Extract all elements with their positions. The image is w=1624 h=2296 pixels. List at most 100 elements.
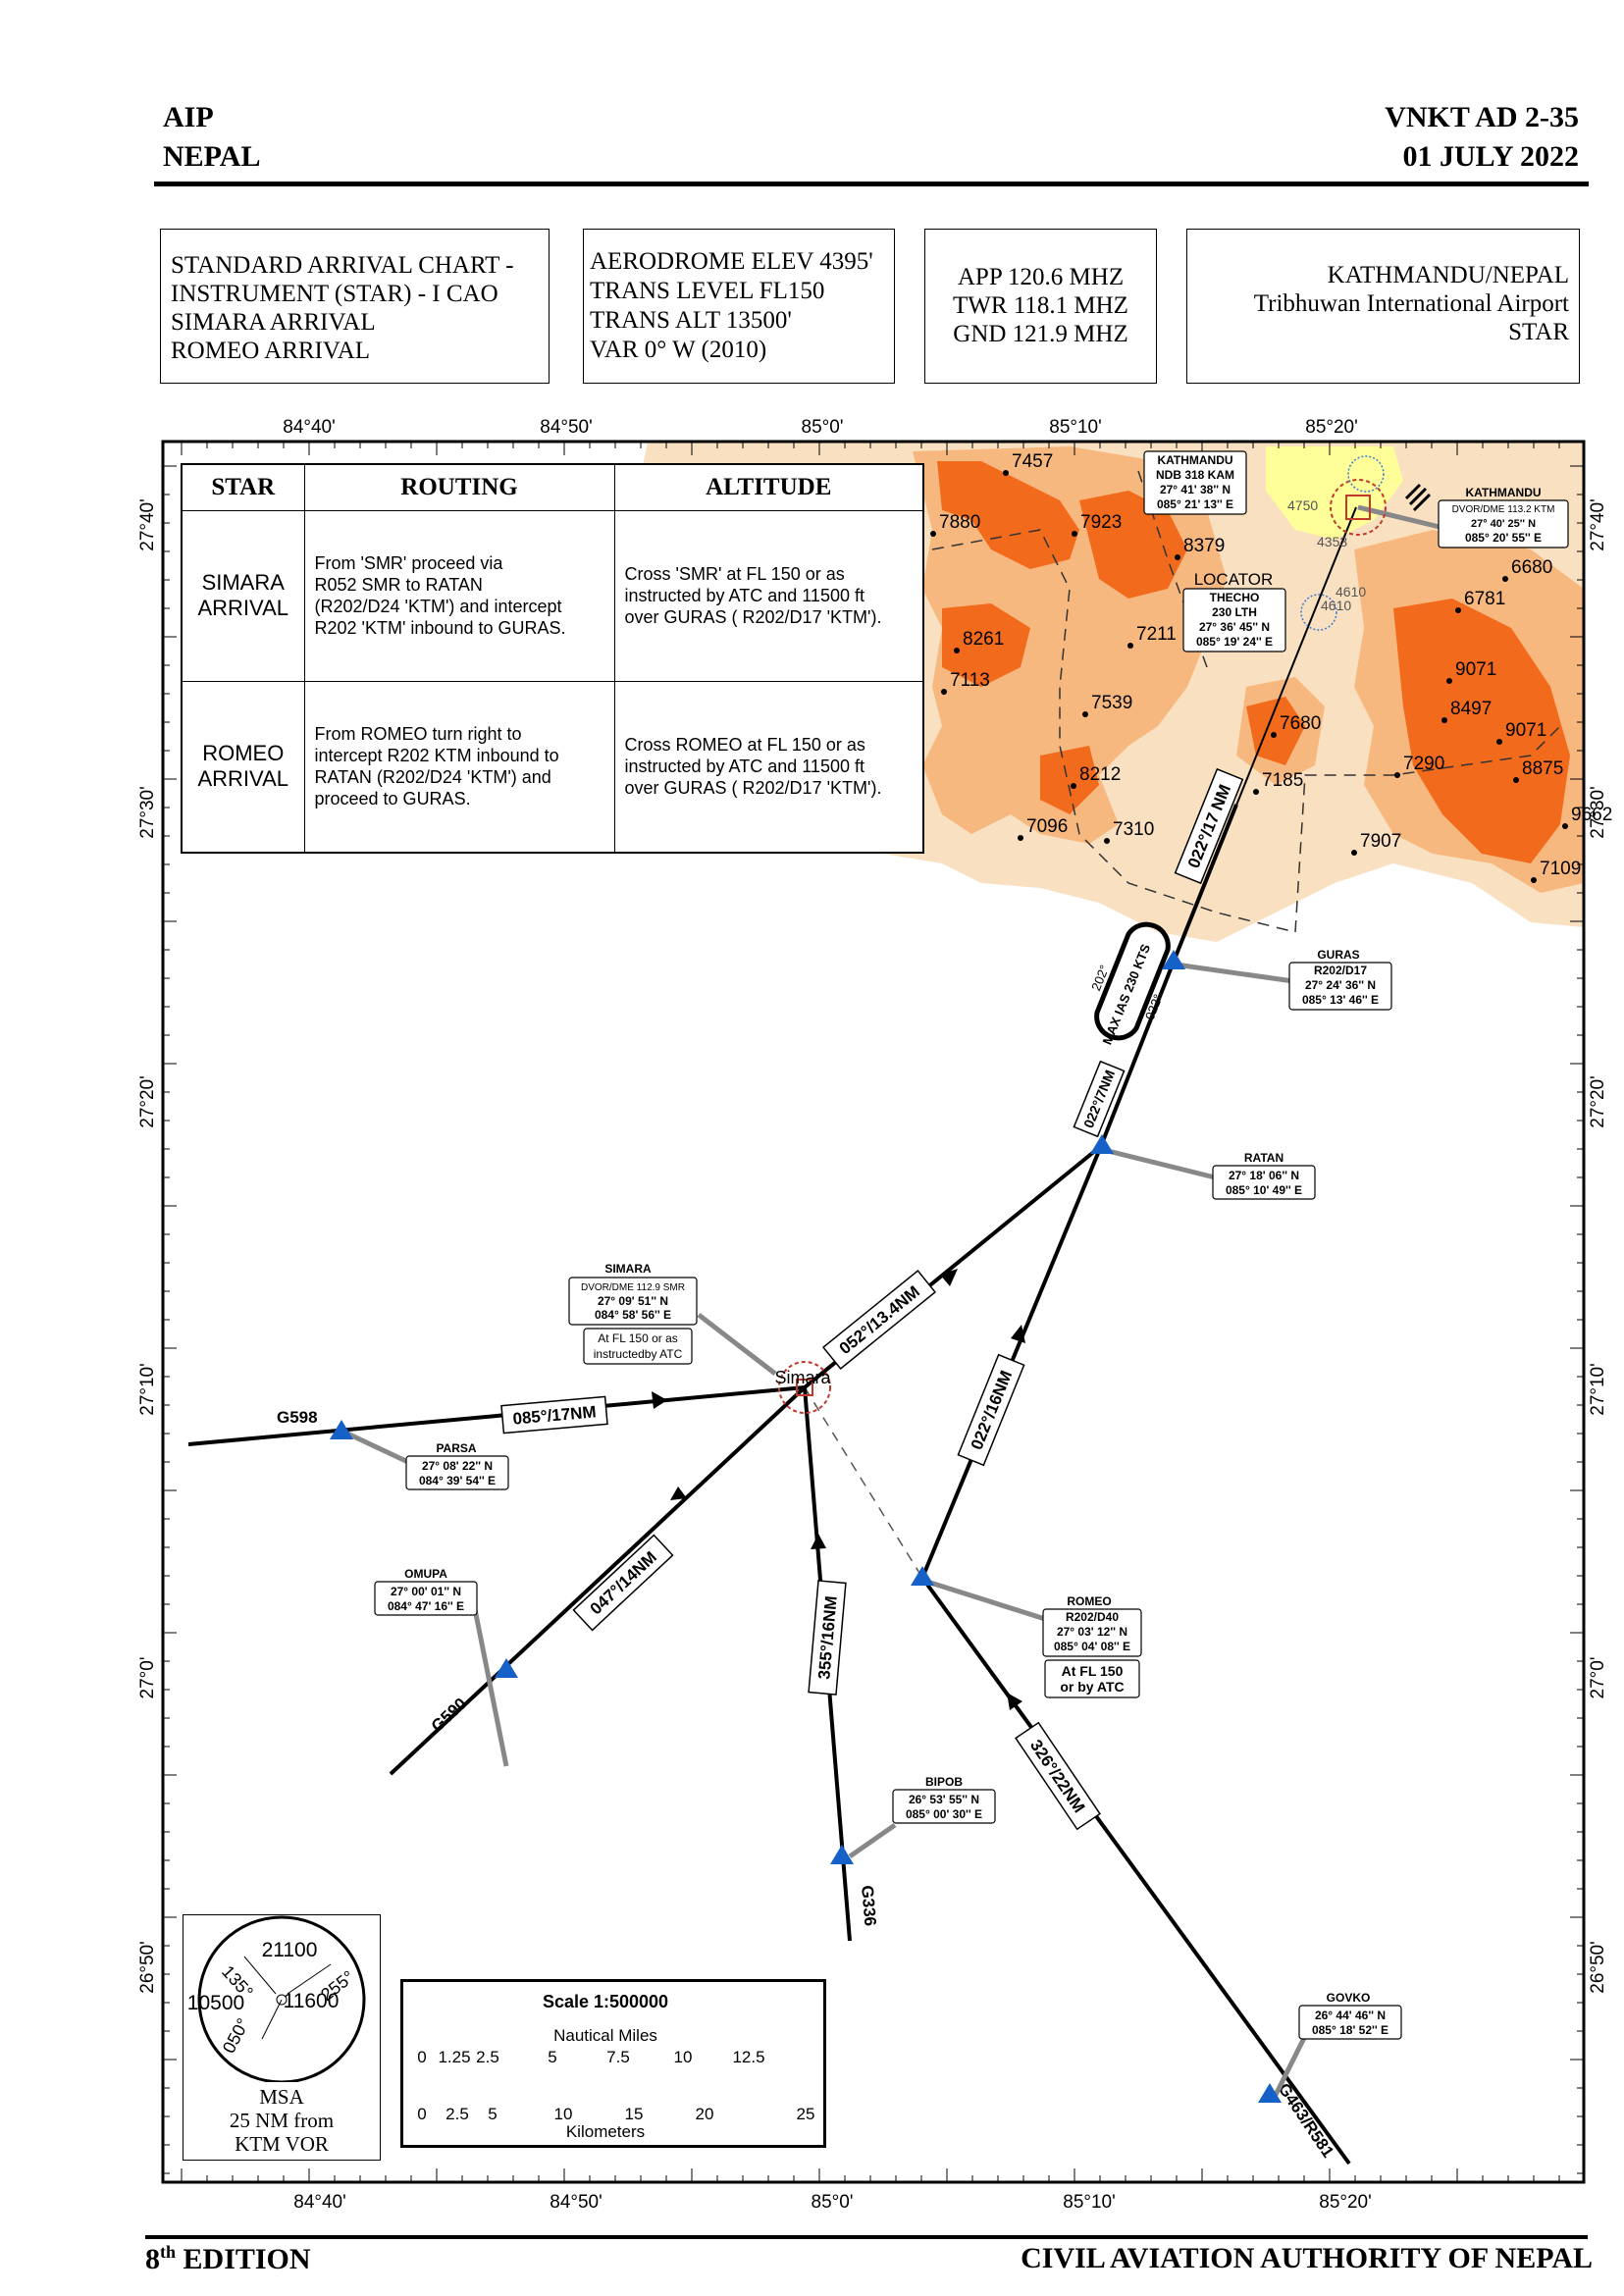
ndb-marker-icon xyxy=(1300,455,1385,631)
frequency-line: TWR 118.1 MHZ xyxy=(953,292,1128,319)
romeo-callout: ROMEO R202/D40 27° 03' 12'' N 085° 04' 0… xyxy=(1042,1594,1142,1698)
terrain-high xyxy=(937,461,1079,569)
parsa-callout: PARSA 27° 08' 22'' N 084° 39' 54'' E xyxy=(405,1441,509,1490)
routing-line: From ROMEO turn right to xyxy=(314,724,522,745)
chart-title-line: SIMARA ARRIVAL xyxy=(171,309,376,336)
header-aip: AIP xyxy=(163,101,214,133)
lon-label: 85°0' xyxy=(802,417,844,438)
spot-elevation-label: 4750 xyxy=(1287,497,1318,513)
spot-elevation-label: 7113 xyxy=(950,670,990,691)
callout-line: 084° 47' 16'' E xyxy=(388,1599,464,1613)
star-name: ARRIVAL xyxy=(197,766,288,792)
spot-elevation-label: 7923 xyxy=(1080,512,1122,533)
spot-elevation-dot xyxy=(1253,789,1259,795)
simara-romeo-dashed xyxy=(804,1386,923,1579)
nm-tick: 12.5 xyxy=(732,2048,764,2066)
callout-title: SIMARA xyxy=(604,1262,652,1276)
table-header-row: STAR ROUTING ALTITUDE xyxy=(181,463,924,511)
scale-box: Scale 1:500000 Nautical Miles 0 1.25 2.5… xyxy=(400,1979,826,2148)
msa-sector-left: 10500 xyxy=(187,1992,244,2014)
frequency-line: GND 121.9 MHZ xyxy=(953,321,1128,347)
locator-title: LOCATOR xyxy=(1194,570,1274,589)
col-header-routing: ROUTING xyxy=(303,463,615,511)
ratan-waypoint-icon[interactable] xyxy=(1090,1134,1114,1154)
lat-label: 27°20' xyxy=(137,1075,158,1128)
spot-elevation-label: 7457 xyxy=(1012,451,1053,472)
lat-label: 27°40' xyxy=(137,498,158,551)
spot-elevation-dot xyxy=(930,531,936,537)
msa-caption: MSA 25 NM from KTM VOR xyxy=(183,2085,380,2156)
spot-elevation-label: 9071 xyxy=(1455,659,1496,680)
lon-label: 85°20' xyxy=(1319,2192,1372,2213)
guras-callout: GURAS R202/D17 27° 24' 36'' N 085° 13' 4… xyxy=(1288,948,1392,1011)
callout-line: 085° 18' 52'' E xyxy=(1312,2023,1388,2037)
airway-g598: G598 xyxy=(277,1408,318,1427)
arrow-bipob-simara xyxy=(811,1534,826,1549)
leg-simara-ratan: 052°/13.4NM xyxy=(836,1282,923,1358)
col-header-altitude: ALTITUDE xyxy=(613,463,924,511)
callout-line: 085° 20' 55'' E xyxy=(1465,531,1542,545)
map-frame xyxy=(161,440,1586,2184)
spot-elevation-dot xyxy=(1441,717,1447,723)
longitude-labels-top: 84°40' 84°50' 85°0' 85°10' 85°20' xyxy=(283,417,1358,438)
spot-elevation-label: 9662 xyxy=(1571,805,1612,825)
msa-bearing: 050° xyxy=(219,2015,253,2057)
spot-elevation-label: 4610 xyxy=(1336,584,1366,600)
routing-line: From 'SMR' proceed via xyxy=(314,553,503,574)
altitude-cell: Cross ROMEO at FL 150 or as instructed b… xyxy=(613,680,924,854)
leader-guras xyxy=(1175,962,1294,984)
tma-boundary xyxy=(1294,725,1561,933)
spot-elevation-dot xyxy=(1018,835,1023,841)
kathmandu-dvor-icon[interactable] xyxy=(1330,479,1387,536)
spot-elevation-label: 8212 xyxy=(1079,764,1121,785)
nm-tick: 5 xyxy=(548,2048,556,2066)
spot-elevation-dot xyxy=(1175,554,1180,560)
callout-title: OMUPA xyxy=(404,1567,447,1581)
callout-line: 27° 00' 01'' N xyxy=(391,1585,461,1598)
guras-waypoint-icon[interactable] xyxy=(1162,950,1185,969)
spot-elevation-dot xyxy=(1502,576,1508,582)
omupa-waypoint-icon[interactable] xyxy=(495,1658,518,1678)
longitude-labels-bottom: 84°40' 84°50' 85°0' 85°10' 85°20' xyxy=(293,2192,1372,2213)
graticule-ticks xyxy=(163,442,1584,2182)
spot-elevation-dot xyxy=(1271,732,1277,738)
leader-simara xyxy=(697,1313,777,1376)
callout-line: 085° 13' 46'' E xyxy=(1302,993,1379,1007)
leader-omupa xyxy=(472,1608,509,1767)
simara-vor-icon[interactable]: Simara xyxy=(774,1361,831,1414)
spot-elevation-dot xyxy=(1351,850,1357,856)
nm-tick: 10 xyxy=(674,2048,693,2066)
km-tick: 25 xyxy=(797,2105,815,2123)
airport-line: Tribhuwan International Airport xyxy=(1253,290,1569,317)
callout-line: THECHO xyxy=(1210,591,1260,604)
callout-title: GOVKO xyxy=(1327,1991,1371,2005)
spot-elevation-label: 6680 xyxy=(1511,557,1552,578)
footer-rule xyxy=(145,2235,1588,2239)
altitude-line: Cross 'SMR' at FL 150 or as xyxy=(624,564,845,585)
spot-elevation-label: 7109 xyxy=(1540,859,1581,879)
scale-diagram: Scale 1:500000 Nautical Miles 0 1.25 2.5… xyxy=(417,1992,815,2141)
airway-g463: G463/R581 xyxy=(1275,2080,1337,2162)
spot-elevation-dot xyxy=(1496,739,1502,745)
header-right: VNKT AD 2-35 01 JULY 2022 xyxy=(1385,98,1579,177)
callout-note: instructedby ATC xyxy=(594,1347,683,1361)
spot-elevation-label: 7096 xyxy=(1026,816,1068,837)
leader-ktm-dvor xyxy=(1357,504,1441,530)
bipob-waypoint-icon[interactable] xyxy=(830,1845,854,1864)
star-name-cell: SIMARA ARRIVAL xyxy=(181,510,305,682)
table-row: SIMARA ARRIVAL From 'SMR' proceed via R0… xyxy=(181,510,924,682)
header-date: 01 JULY 2022 xyxy=(1402,140,1579,173)
msa-caption-line: 25 NM from xyxy=(229,2109,335,2132)
spot-elevation-label: 7310 xyxy=(1113,819,1154,840)
parsa-waypoint-icon[interactable] xyxy=(330,1420,353,1439)
runway-hatch-icon xyxy=(1404,483,1432,512)
lon-label: 84°50' xyxy=(550,2192,602,2213)
govko-waypoint-icon[interactable] xyxy=(1258,2083,1282,2103)
spot-elevation-label: 7185 xyxy=(1262,770,1303,791)
callout-line: 230 LTH xyxy=(1212,605,1257,619)
spot-elevation-dot xyxy=(1531,877,1537,883)
simara-map-label: Simara xyxy=(774,1368,831,1387)
romeo-waypoint-icon[interactable] xyxy=(911,1566,934,1586)
route-ratan-guras xyxy=(1099,961,1176,1147)
edition-suffix: th xyxy=(160,2242,177,2262)
